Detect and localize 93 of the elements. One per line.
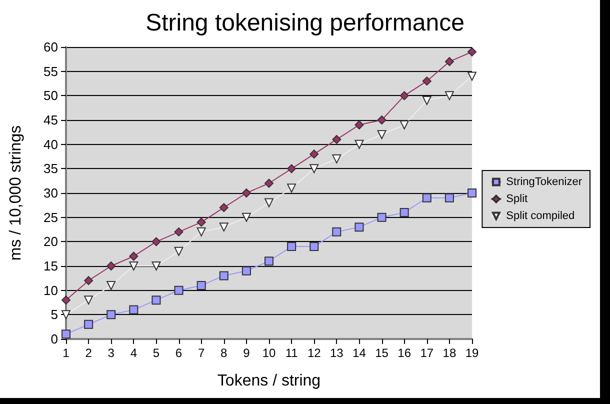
point (152, 262, 161, 270)
y-axis-title: ms / 10,000 strings (8, 125, 24, 261)
point (287, 184, 296, 193)
point (84, 296, 94, 305)
x-tick-label: 18 (442, 346, 456, 360)
y-tick-label: 30 (44, 186, 58, 200)
y-tick-label: 20 (44, 234, 58, 250)
point (196, 227, 206, 236)
point (332, 227, 342, 236)
point (106, 310, 116, 320)
point (219, 203, 228, 212)
y-tick-label: 5 (50, 307, 58, 322)
x-tick-label: 3 (108, 346, 115, 360)
point (62, 296, 70, 305)
y-tick-label: 0 (50, 332, 58, 346)
point (242, 212, 251, 222)
point (242, 188, 251, 198)
point (152, 237, 161, 246)
y-tick-label: 50 (44, 88, 58, 104)
point (287, 242, 296, 252)
y-tick-label: 60 (44, 40, 58, 54)
point (196, 218, 206, 227)
point (219, 271, 228, 280)
point (354, 120, 364, 130)
legend-label: StringTokenizer (506, 176, 582, 188)
point (174, 227, 184, 236)
x-tick-label: 12 (307, 346, 322, 360)
point (354, 140, 364, 149)
x-tick-label: 7 (198, 346, 205, 360)
point (287, 164, 296, 174)
point (444, 193, 454, 202)
y-tick-label: 40 (44, 136, 58, 152)
legend-label: Split (506, 193, 528, 205)
x-tick-label: 9 (243, 346, 250, 360)
x-tick-label: 19 (465, 346, 479, 360)
point (174, 286, 184, 295)
point (310, 242, 319, 252)
x-tick-label: 8 (220, 346, 228, 360)
x-tick-label: 1 (62, 346, 70, 360)
point (354, 222, 364, 232)
x-tick-label: 13 (330, 346, 344, 360)
point (242, 266, 251, 276)
point (310, 164, 319, 174)
point (129, 305, 138, 314)
point (377, 130, 386, 140)
point (400, 208, 409, 217)
point (219, 222, 228, 232)
x-axis-title: Tokens / string (217, 372, 321, 390)
point (332, 154, 342, 164)
x-tick-label: 4 (130, 346, 138, 360)
point (264, 256, 274, 266)
point (84, 320, 94, 329)
point (377, 212, 386, 222)
chart-title: String tokenising performance (146, 10, 464, 36)
x-tick-label: 2 (85, 346, 92, 360)
y-tick-label: 55 (44, 64, 58, 79)
point (129, 262, 138, 270)
y-tick-label: 15 (44, 258, 58, 274)
point (444, 91, 454, 100)
x-tick-label: 5 (152, 346, 160, 360)
point (444, 57, 454, 66)
point (106, 262, 116, 270)
x-tick-label: 6 (175, 346, 182, 360)
point (332, 134, 342, 144)
x-tick-label: 14 (352, 346, 366, 360)
point (400, 120, 409, 130)
point (264, 198, 274, 208)
x-tick-label: 15 (375, 346, 389, 360)
point (468, 47, 476, 56)
point (377, 116, 386, 124)
point (129, 252, 138, 261)
point (196, 280, 206, 290)
x-tick-label: 10 (262, 346, 276, 360)
y-tick-label: 45 (44, 112, 58, 128)
point (84, 276, 94, 286)
y-tick-label: 25 (44, 210, 58, 225)
x-tick-label: 17 (420, 346, 434, 360)
point (310, 150, 319, 159)
point (400, 91, 409, 100)
point (264, 178, 274, 188)
x-tick-label: 11 (285, 346, 298, 360)
legend-label: Split compiled (506, 210, 575, 222)
point (106, 280, 116, 290)
x-tick-label: 16 (398, 346, 412, 360)
y-tick-label: 10 (44, 282, 58, 298)
point (174, 246, 184, 256)
point (422, 76, 432, 86)
point (468, 188, 476, 198)
point (422, 96, 432, 106)
point (422, 193, 432, 202)
point (468, 72, 476, 81)
point (152, 296, 161, 305)
y-tick-label: 35 (44, 161, 58, 176)
